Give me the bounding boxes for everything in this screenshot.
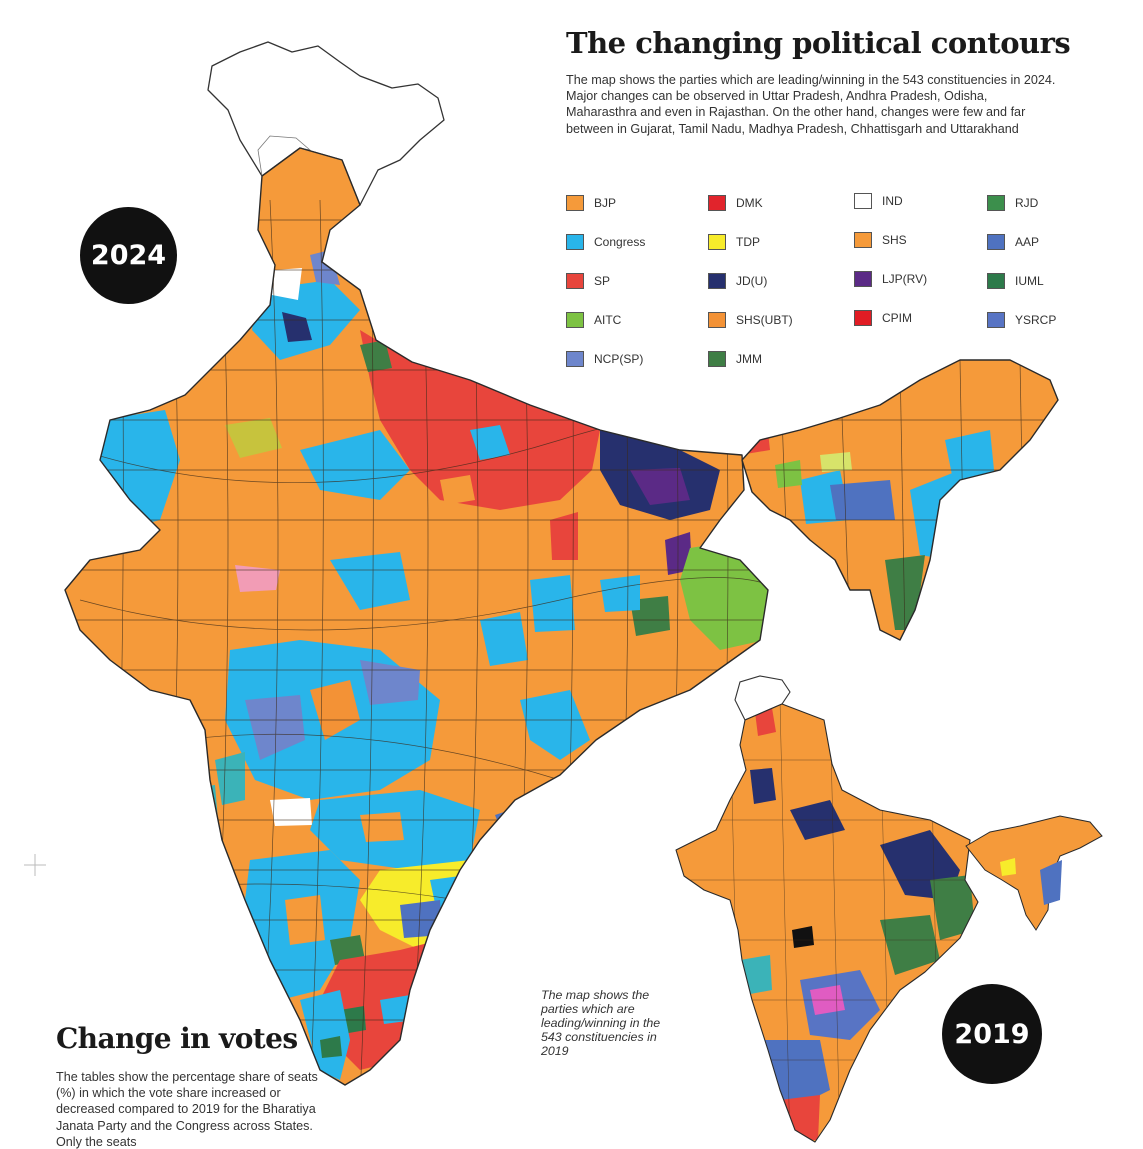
legend-label: RJD: [1015, 196, 1039, 210]
legend-swatch: [566, 234, 584, 250]
legend-swatch: [708, 312, 726, 328]
legend-swatch: [566, 351, 584, 367]
legend-swatch: [708, 273, 726, 289]
legend-item-ncp-sp: NCP(SP): [566, 349, 643, 369]
legend-item-bjp: BJP: [566, 193, 616, 213]
legend-label: Congress: [594, 235, 646, 249]
year-badge-2024: 2024: [80, 207, 177, 304]
legend-swatch: [987, 273, 1005, 289]
legend-swatch: [854, 193, 872, 209]
crosshair-icon: [24, 854, 46, 876]
legend-label: NCP(SP): [594, 352, 644, 366]
legend-item-ysrcp: YSRCP: [987, 310, 1056, 330]
legend-swatch: [566, 273, 584, 289]
legend-label: IND: [882, 194, 903, 208]
legend-swatch: [987, 312, 1005, 328]
legend-label: SP: [594, 274, 611, 288]
legend-label: SHS(UBT): [736, 313, 793, 327]
legend-label: AITC: [594, 313, 622, 327]
legend-item-aitc: AITC: [566, 310, 621, 330]
legend-swatch: [708, 351, 726, 367]
legend-swatch: [854, 310, 872, 326]
legend-label: JD(U): [736, 274, 768, 288]
legend-item-dmk: DMK: [708, 193, 763, 213]
legend-label: LJP(RV): [882, 272, 928, 286]
year-badge-2019: 2019: [942, 984, 1042, 1084]
legend-item-shs: SHS: [854, 230, 907, 250]
inset-map-caption: The map shows the parties which are lead…: [541, 988, 661, 1058]
page-title: The changing political contours: [566, 26, 1071, 60]
legend-label: SHS: [882, 233, 907, 247]
legend-item-aap: AAP: [987, 232, 1039, 252]
legend-item-jmm: JMM: [708, 349, 762, 369]
legend-item-iuml: IUML: [987, 271, 1044, 291]
legend-swatch: [566, 195, 584, 211]
legend-label: AAP: [1015, 235, 1040, 249]
legend-item-jdu: JD(U): [708, 271, 767, 291]
legend-swatch: [987, 234, 1005, 250]
legend-swatch: [854, 232, 872, 248]
legend-label: YSRCP: [1015, 313, 1057, 327]
intro-paragraph: The map shows the parties which are lead…: [566, 73, 1056, 136]
legend-item-sp: SP: [566, 271, 610, 291]
change-in-votes-text: The tables show the percentage share of …: [56, 1070, 318, 1149]
legend-item-tdp: TDP: [708, 232, 760, 252]
legend-item-ljp-rv: LJP(RV): [854, 269, 927, 289]
legend-swatch: [566, 312, 584, 328]
legend-label: IUML: [1015, 274, 1044, 288]
change-in-votes-heading: Change in votes: [56, 1022, 298, 1055]
legend-item-cpim: CPIM: [854, 308, 912, 328]
legend-swatch: [708, 234, 726, 250]
legend-label: JMM: [736, 352, 762, 366]
party-legend: BJP Congress SP AITC NCP(SP) DMK TDP JD(…: [566, 190, 1126, 370]
legend-label: BJP: [594, 196, 617, 210]
legend-swatch: [854, 271, 872, 287]
legend-label: TDP: [736, 235, 760, 249]
legend-label: CPIM: [882, 311, 912, 325]
legend-item-ind: IND: [854, 191, 903, 211]
legend-item-shs-ubt: SHS(UBT): [708, 310, 793, 330]
legend-item-rjd: RJD: [987, 193, 1038, 213]
legend-item-congress: Congress: [566, 232, 645, 252]
legend-swatch: [708, 195, 726, 211]
legend-swatch: [987, 195, 1005, 211]
legend-label: DMK: [736, 196, 763, 210]
